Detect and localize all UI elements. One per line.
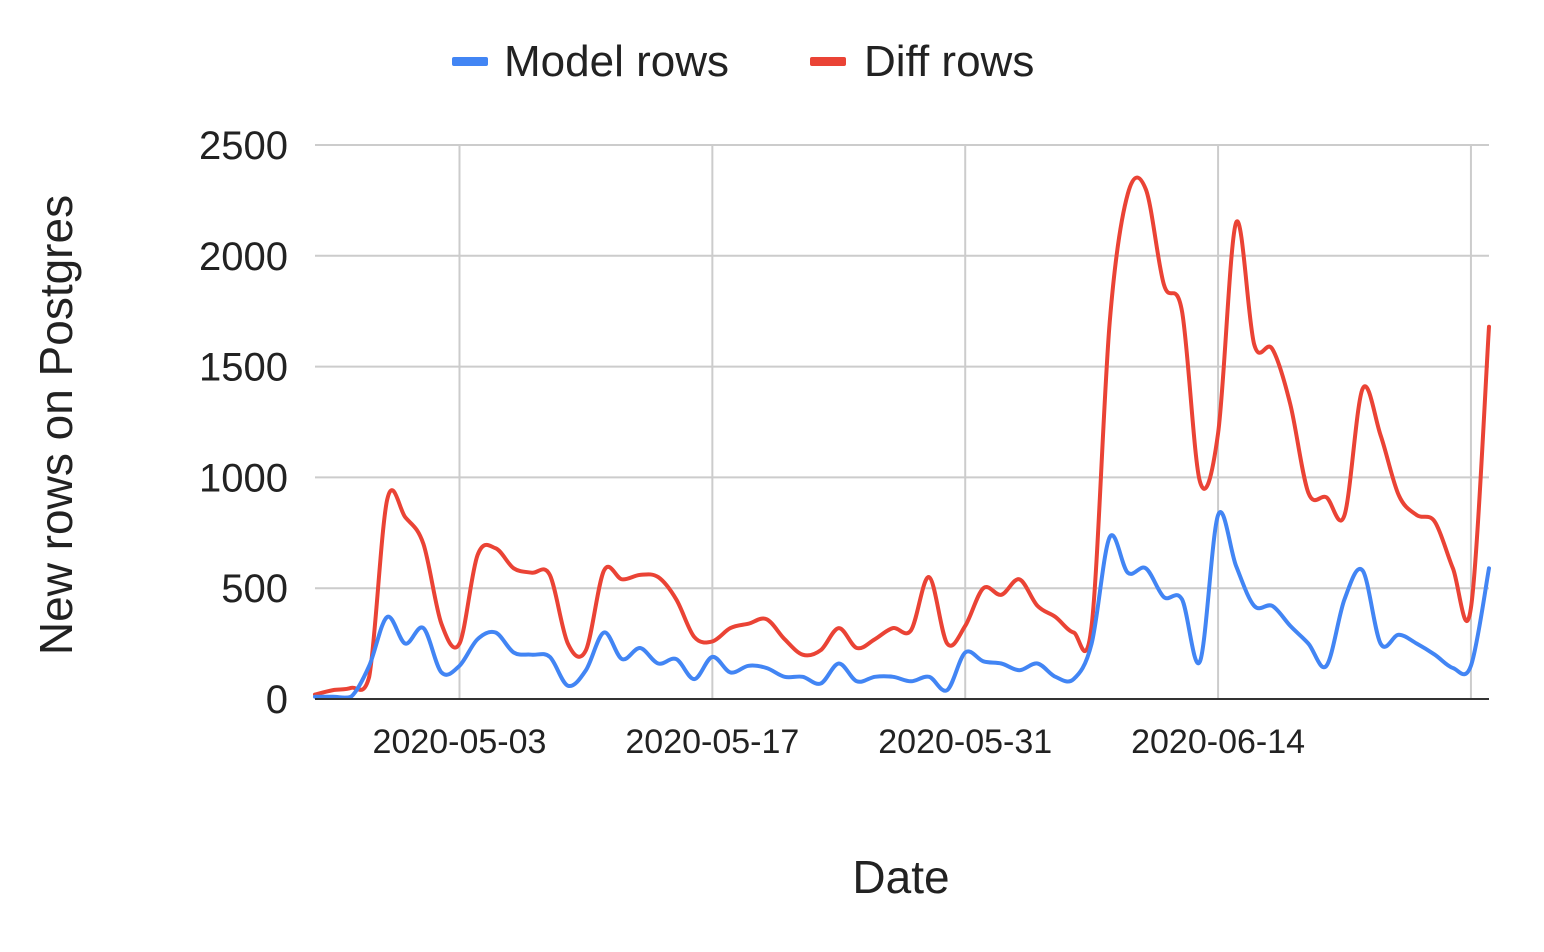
y-tick-label: 1000 [199,456,288,500]
x-tick-label: 2020-05-31 [878,723,1052,761]
y-axis-title: New rows on Postgres [30,195,82,655]
legend-swatch-model-rows [452,57,488,66]
gridlines [315,144,1489,699]
series-line-diff-rows [313,175,1491,697]
x-axis-title: Date [852,851,949,903]
legend-swatch-diff-rows [810,57,846,66]
y-axis-ticks: 0 500 1000 1500 2000 2500 [199,124,288,722]
x-axis-ticks: 2020-05-03 2020-05-17 2020-05-31 2020-06-14 [373,723,1306,761]
y-tick-label: 2000 [199,235,288,279]
x-tick-label: 2020-05-03 [373,723,547,761]
y-tick-label: 0 [266,678,288,722]
legend: Model rows Diff rows [452,37,1034,86]
y-tick-label: 1500 [199,346,288,390]
y-tick-label: 2500 [199,124,288,168]
y-tick-label: 500 [221,567,288,611]
legend-label-diff-rows: Diff rows [864,37,1034,86]
legend-label-model-rows: Model rows [504,37,729,86]
x-tick-label: 2020-06-14 [1131,723,1305,761]
series-line-model-rows [313,510,1491,700]
series-layer [313,175,1491,700]
x-tick-label: 2020-05-17 [625,723,799,761]
